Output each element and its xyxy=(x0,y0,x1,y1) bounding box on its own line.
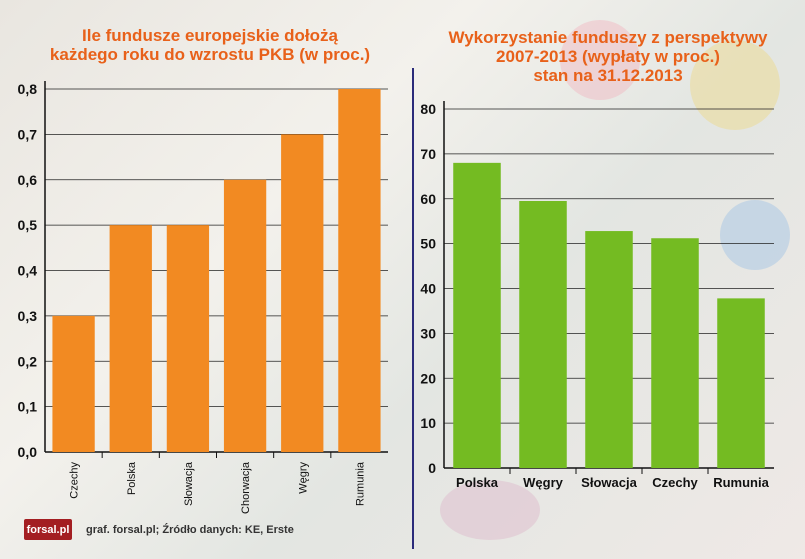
left-chart-bar-rumunia xyxy=(338,89,381,452)
right-chart-y-tick-label: 0 xyxy=(428,460,436,476)
background-decoration xyxy=(440,480,540,540)
left-chart-bar-słowacja xyxy=(166,225,210,452)
left-chart-x-tick-label: Czechy xyxy=(69,462,81,499)
right-chart-bar-polska xyxy=(453,162,501,468)
left-chart-x-tick-label: Słowacja xyxy=(183,461,195,506)
left-chart-y-tick-label: 0,5 xyxy=(18,217,38,233)
left-chart-bar-polska xyxy=(109,225,152,452)
background-decoration xyxy=(560,20,640,100)
left-chart-title-line-2: każdego roku do wzrostu PKB (w proc.) xyxy=(49,45,371,64)
left-chart-bar-czechy xyxy=(52,315,95,452)
left-chart-y-tick-label: 0,6 xyxy=(18,172,38,188)
right-chart-y-tick-label: 60 xyxy=(420,191,436,207)
right-chart-bar-węgry xyxy=(519,200,567,468)
left-chart-x-tick-label: Rumunia xyxy=(354,461,366,506)
right-chart-y-tick-label: 80 xyxy=(420,101,436,117)
left-chart-y-tick-label: 0,8 xyxy=(18,81,38,97)
left-chart-title-line-1: Ile fundusze europejskie dołożą xyxy=(82,26,338,45)
left-chart-x-tick-label: Węgry xyxy=(297,462,309,494)
right-chart-y-tick-label: 40 xyxy=(420,281,436,297)
right-chart-title-line-3: stan na 31.12.2013 xyxy=(533,66,683,85)
background-decoration xyxy=(690,40,780,130)
right-chart-bar-słowacja xyxy=(585,231,633,468)
right-chart-y-tick-label: 50 xyxy=(420,236,436,252)
chart-divider xyxy=(412,68,414,549)
left-chart-y-tick-label: 0,7 xyxy=(18,126,38,142)
right-chart-x-tick-label: Polska xyxy=(456,475,499,490)
left-chart-bar-chorwacja xyxy=(223,179,267,452)
right-chart-x-tick-label: Słowacja xyxy=(581,475,637,490)
footer-source: graf. forsal.pl; Źródło danych: KE, Erst… xyxy=(86,524,294,536)
right-chart-y-tick-label: 20 xyxy=(420,370,436,386)
left-chart-y-tick-label: 0,2 xyxy=(18,353,38,369)
right-chart-x-tick-label: Rumunia xyxy=(713,475,769,490)
right-chart-title-line-2: 2007-2013 (wypłaty w proc.) xyxy=(496,47,720,66)
left-chart-x-tick-label: Chorwacja xyxy=(240,461,252,514)
right-chart-y-tick-label: 10 xyxy=(420,415,436,431)
left-chart-y-tick-label: 0,1 xyxy=(18,399,38,415)
left-chart: 0,0 0,1 0,2 0,3 0,4 0,5 0,6 0,7 0,8 Czechy Polska S… xyxy=(18,81,388,514)
right-chart-title: Wykorzystanie funduszy z perspektywy 200… xyxy=(416,28,800,85)
right-chart-y-tick-label: 70 xyxy=(420,146,436,162)
right-chart-y-tick-label: 30 xyxy=(420,325,436,341)
left-chart-x-tick-label: Polska xyxy=(126,461,138,495)
right-chart-x-tick-label: Węgry xyxy=(523,475,564,490)
right-chart-bar-czechy xyxy=(651,238,699,468)
left-chart-y-tick-label: 0,3 xyxy=(18,308,38,324)
right-chart-x-tick-label: Czechy xyxy=(652,475,698,490)
left-chart-y-tick-label: 0,4 xyxy=(18,263,38,279)
right-chart-title-line-1: Wykorzystanie funduszy z perspektywy xyxy=(448,28,768,47)
forsal-logo: forsal.pl xyxy=(24,519,72,540)
right-chart: 0 10 20 30 40 50 60 70 80 Polska Węgry Słowacja Czec… xyxy=(420,101,774,490)
background-decoration xyxy=(720,200,790,270)
left-chart-y-tick-label: 0,0 xyxy=(18,444,38,460)
left-chart-bar-węgry xyxy=(281,134,324,452)
right-chart-bar-rumunia xyxy=(717,298,765,468)
left-chart-title: Ile fundusze europejskie dołożą każdego … xyxy=(10,26,410,64)
